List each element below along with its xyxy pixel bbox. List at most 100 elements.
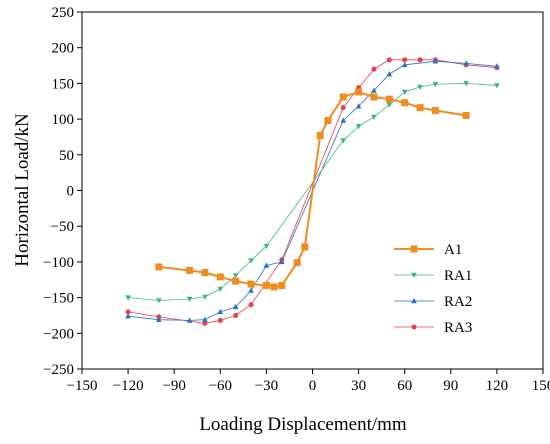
legend-marker-ra3: [411, 324, 417, 330]
data-point-ra2: [386, 71, 393, 77]
legend-label-ra2: RA2: [444, 294, 472, 310]
data-point-a1: [324, 117, 332, 125]
series-layer: [125, 57, 500, 326]
data-point-a1: [316, 132, 324, 140]
y-tick-label: 100: [52, 112, 75, 128]
data-point-a1: [293, 259, 301, 267]
x-tick-label: −90: [162, 378, 185, 394]
x-tick-label: 90: [443, 378, 458, 394]
data-point-ra2: [125, 313, 131, 319]
data-point-ra3: [217, 317, 223, 323]
x-tick-label: 120: [486, 378, 509, 394]
series-line-a1: [158, 90, 467, 288]
data-point-ra2: [278, 258, 285, 265]
data-point-ra1: [248, 258, 254, 264]
data-point-a1: [278, 281, 286, 289]
data-point-ra2: [186, 317, 193, 323]
data-point-ra2: [156, 316, 162, 322]
data-point-ra1: [232, 273, 239, 279]
data-point-ra3: [417, 57, 423, 63]
data-point-ra1: [401, 89, 408, 96]
data-point-ra2: [340, 117, 347, 123]
data-point-ra2: [371, 87, 377, 93]
x-tick-label: −30: [255, 378, 278, 394]
data-point-a1: [155, 263, 163, 271]
y-tick-label: 150: [52, 76, 75, 92]
legend: A1 RA1 RA2 RA3: [394, 242, 472, 336]
data-point-a1: [370, 93, 378, 101]
x-tick-label: −60: [209, 378, 232, 394]
data-point-a1: [401, 99, 409, 107]
data-point-a1: [247, 280, 255, 288]
series-ra2: [125, 58, 500, 323]
data-point-ra3: [125, 309, 131, 315]
data-point-a1: [186, 266, 194, 274]
data-point-ra1: [217, 286, 224, 293]
series-ra1: [125, 81, 500, 304]
data-point-ra2: [202, 316, 208, 322]
data-point-ra1: [186, 296, 193, 303]
data-point-a1: [216, 273, 224, 281]
legend-marker-ra2: [411, 297, 417, 304]
data-point-a1: [462, 112, 470, 120]
data-point-ra1: [417, 84, 423, 91]
y-tick-label: 250: [52, 5, 75, 21]
data-point-a1: [355, 88, 363, 96]
x-tick-label: 60: [397, 378, 412, 394]
legend-label-ra1: RA1: [444, 268, 472, 284]
data-point-a1: [301, 243, 309, 251]
data-point-ra1: [386, 102, 393, 108]
data-point-ra1: [202, 294, 208, 300]
data-point-ra3: [340, 105, 346, 111]
legend-marker-a1: [410, 245, 418, 253]
data-point-ra2: [217, 308, 224, 315]
y-tick-label: 0: [67, 184, 75, 200]
legend-item-a1: A1: [394, 242, 462, 258]
data-point-a1: [270, 283, 278, 291]
y-tick-label: −200: [43, 326, 74, 342]
y-tick-label: 50: [59, 148, 74, 164]
axes: −150 −120 −90 −60 −30 0 30 60 90 120 150 −250 −200 −1…: [43, 5, 550, 394]
data-point-a1: [201, 269, 209, 277]
legend-item-ra2: RA2: [394, 294, 472, 310]
data-point-ra2: [494, 63, 500, 69]
data-point-a1: [232, 277, 240, 285]
data-point-ra3: [402, 57, 408, 63]
data-point-ra3: [248, 302, 254, 308]
data-point-ra2: [463, 60, 469, 66]
data-point-a1: [385, 95, 393, 103]
data-point-ra2: [355, 103, 362, 109]
data-point-a1: [431, 107, 439, 115]
data-point-a1: [416, 104, 424, 112]
legend-item-ra3: RA3: [394, 320, 472, 336]
data-point-ra1: [371, 114, 377, 121]
y-tick-label: −100: [43, 255, 74, 271]
data-point-ra2: [232, 303, 239, 310]
legend-label-ra3: RA3: [444, 320, 472, 336]
data-point-ra3: [233, 312, 239, 318]
data-point-a1: [262, 281, 270, 289]
legend-marker-ra1: [411, 272, 417, 279]
x-tick-label: 30: [351, 378, 366, 394]
data-point-ra1: [125, 295, 131, 301]
data-point-ra1: [463, 81, 469, 87]
data-point-ra2: [263, 262, 270, 268]
y-tick-label: −250: [43, 362, 74, 378]
data-point-ra2: [401, 61, 408, 68]
legend-item-ra1: RA1: [394, 268, 472, 284]
x-tick-label: −150: [67, 378, 98, 394]
data-point-ra1: [355, 124, 362, 130]
data-point-ra2: [248, 287, 254, 293]
y-tick-label: 200: [52, 41, 75, 57]
data-point-ra3: [371, 66, 377, 72]
legend-label-a1: A1: [444, 242, 462, 258]
y-axis-label: Horizontal Load/kN: [12, 113, 33, 267]
series-line-ra3: [128, 59, 497, 324]
data-point-ra1: [432, 81, 439, 88]
y-tick-label: −50: [51, 219, 74, 235]
x-tick-label: −120: [113, 378, 144, 394]
data-point-ra1: [494, 83, 500, 89]
x-tick-label: 0: [309, 378, 317, 394]
data-point-ra3: [386, 57, 392, 63]
